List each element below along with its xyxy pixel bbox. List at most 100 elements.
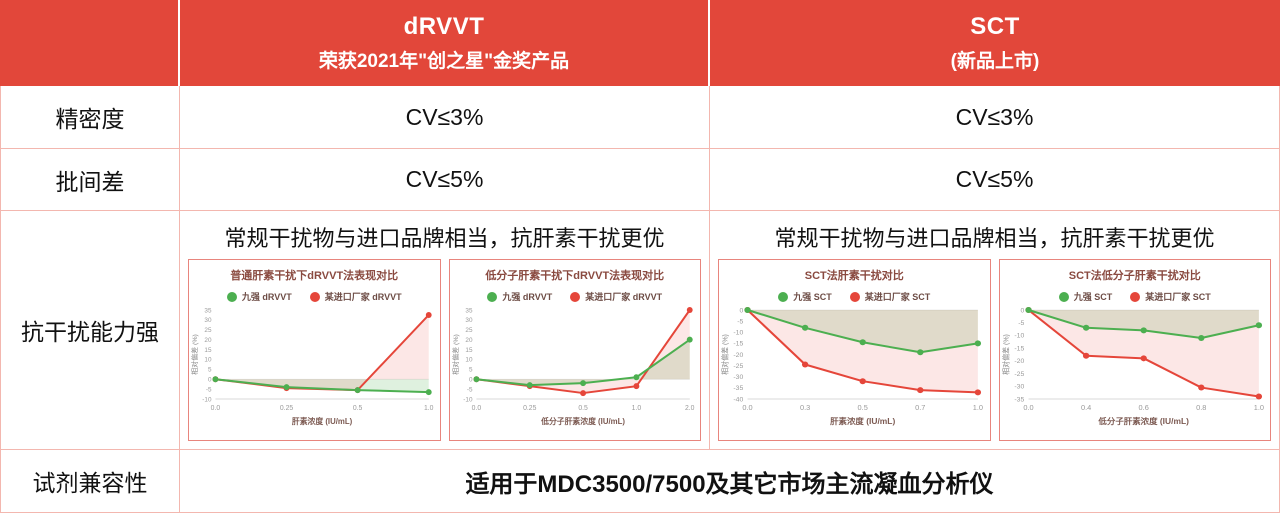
chart-legend: 九强 dRVVT 某进口厂家 dRVVT xyxy=(487,290,662,303)
svg-text:-10: -10 xyxy=(733,330,743,337)
svg-text:0: 0 xyxy=(1020,307,1024,314)
drvvt-charts: 普通肝素干扰下dRVVT法表现对比 九强 dRVVT 某进口厂家 dRVVT 35… xyxy=(188,259,701,441)
svg-text:30: 30 xyxy=(204,317,211,324)
svg-text:5: 5 xyxy=(208,367,212,374)
svg-text:20: 20 xyxy=(465,337,472,344)
drvvt-subtitle: 荣获2021年"创之星"金奖产品 xyxy=(318,51,570,72)
precision-drvvt-value: CV≤3% xyxy=(405,103,484,130)
legend-dot-icon xyxy=(849,291,860,302)
compatibility-value: 适用于MDC3500/7500及其它市场主流凝血分析仪 xyxy=(465,470,994,498)
header-corner-cell xyxy=(0,0,180,86)
svg-text:5: 5 xyxy=(468,367,472,374)
svg-text:2.0: 2.0 xyxy=(684,405,694,412)
svg-text:35: 35 xyxy=(465,307,472,314)
svg-text:25: 25 xyxy=(204,327,211,334)
svg-text:20: 20 xyxy=(204,337,211,344)
row-label-precision: 精密度 xyxy=(0,86,180,149)
chart-legend: 九强 SCT 某进口厂家 SCT xyxy=(1058,290,1211,303)
svg-text:-10: -10 xyxy=(1014,333,1024,340)
chart-canvas: 0 -5 -10 -15 -20 -25 -30 -35 -400.0 0.3 0.5 0.7 1.0 肝… xyxy=(720,307,983,426)
chart-title: SCT法肝素干扰对比 xyxy=(804,270,904,282)
svg-text:低分子肝素浓度 (IU/mL): 低分子肝素浓度 (IU/mL) xyxy=(540,416,625,426)
svg-text:-25: -25 xyxy=(733,363,743,370)
svg-text:-15: -15 xyxy=(733,341,743,348)
interference-sct-note: 常规干扰物与进口品牌相当，抗肝素干扰更优 xyxy=(774,226,1215,251)
legend-item: 某进口厂家 SCT xyxy=(849,290,930,303)
legend-item: 某进口厂家 dRVVT xyxy=(309,290,402,303)
svg-text:-10: -10 xyxy=(463,396,473,403)
svg-text:30: 30 xyxy=(465,317,472,324)
interference-label: 抗干扰能力强 xyxy=(21,319,159,345)
header-sct: SCT (新品上市) xyxy=(710,0,1280,86)
legend-item: 九强 SCT xyxy=(778,290,832,303)
svg-text:低分子肝素浓度 (IU/mL): 低分子肝素浓度 (IU/mL) xyxy=(1097,416,1189,426)
row-label-interference: 抗干扰能力强 xyxy=(0,211,180,450)
svg-text:-20: -20 xyxy=(1014,358,1024,365)
svg-text:0.25: 0.25 xyxy=(523,405,536,412)
svg-text:-10: -10 xyxy=(202,396,212,403)
chart-canvas: 35 30 25 20 15 10 5 0 -5 -10 0.0 0.25 0.5 1.0 2.0 低分子肝素… xyxy=(450,307,694,426)
sct-subtitle: (新品上市) xyxy=(950,51,1040,72)
batch-drvvt-cell: CV≤5% xyxy=(180,149,710,211)
legend-dot-icon xyxy=(778,291,789,302)
svg-text:-15: -15 xyxy=(1014,346,1024,353)
svg-text:相对偏差 (%): 相对偏差 (%) xyxy=(720,334,729,375)
svg-text:0.8: 0.8 xyxy=(1196,403,1206,412)
compatibility-value-cell: 适用于MDC3500/7500及其它市场主流凝血分析仪 xyxy=(180,450,1280,513)
svg-text:1.0: 1.0 xyxy=(631,405,641,412)
batch-sct-value: CV≤5% xyxy=(955,166,1034,192)
svg-text:0.6: 0.6 xyxy=(1138,403,1148,412)
svg-text:-20: -20 xyxy=(733,352,743,359)
chart-legend: 九强 SCT 某进口厂家 SCT xyxy=(778,290,930,303)
chart-drvvt-lmw-heparin: 低分子肝素干扰下dRVVT法表现对比 九强 dRVVT 某进口厂家 dRVVT 3… xyxy=(448,259,701,441)
svg-text:0.5: 0.5 xyxy=(578,405,588,412)
interference-drvvt-note: 常规干扰物与进口品牌相当，抗肝素干扰更优 xyxy=(224,226,665,251)
batch-drvvt-value: CV≤5% xyxy=(405,166,484,192)
chart-legend: 九强 dRVVT 某进口厂家 dRVVT xyxy=(226,290,402,303)
interference-drvvt-cell: 常规干扰物与进口品牌相当，抗肝素干扰更优 普通肝素干扰下dRVVT法表现对比 九… xyxy=(180,211,710,450)
legend-dot-icon xyxy=(226,291,237,302)
svg-text:-40: -40 xyxy=(733,396,743,403)
chart-sct-lmw-heparin: SCT法低分子肝素干扰对比 九强 SCT 某进口厂家 SCT 0 -5 -10 -15 -… xyxy=(998,259,1271,441)
drvvt-title: dRVVT xyxy=(403,13,485,40)
sct-charts: SCT法肝素干扰对比 九强 SCT 某进口厂家 SCT 0 -5 -10 -15 -20 -… xyxy=(718,259,1271,441)
precision-sct-cell: CV≤3% xyxy=(710,86,1280,149)
svg-text:0.5: 0.5 xyxy=(858,403,868,412)
svg-text:-5: -5 xyxy=(206,386,212,393)
svg-text:0.25: 0.25 xyxy=(280,405,293,412)
svg-text:0: 0 xyxy=(468,376,472,383)
row-label-batch: 批间差 xyxy=(0,149,180,211)
batch-label: 批间差 xyxy=(55,168,125,195)
svg-text:1.0: 1.0 xyxy=(973,403,983,412)
svg-text:肝素浓度 (IU/mL): 肝素浓度 (IU/mL) xyxy=(830,416,895,426)
chart-title: 低分子肝素干扰下dRVVT法表现对比 xyxy=(485,270,665,282)
svg-text:0.0: 0.0 xyxy=(211,405,221,412)
svg-text:15: 15 xyxy=(465,347,472,354)
svg-text:相对偏差 (%): 相对偏差 (%) xyxy=(190,334,199,375)
legend-dot-icon xyxy=(1130,291,1141,302)
legend-dot-icon xyxy=(570,291,581,302)
svg-text:-30: -30 xyxy=(1014,384,1024,391)
svg-text:25: 25 xyxy=(465,327,472,334)
svg-text:10: 10 xyxy=(465,357,472,364)
svg-text:10: 10 xyxy=(204,357,211,364)
legend-dot-icon xyxy=(309,291,320,302)
svg-text:-5: -5 xyxy=(1018,320,1024,327)
legend-dot-icon xyxy=(487,291,498,302)
svg-text:35: 35 xyxy=(204,307,211,314)
svg-text:-35: -35 xyxy=(733,385,743,392)
chart-canvas: 0 -5 -10 -15 -20 -25 -30 -350.0 0.4 0.6 0.8 1.0 低分子肝… xyxy=(1001,307,1264,426)
precision-drvvt-cell: CV≤3% xyxy=(180,86,710,149)
legend-item: 九强 SCT xyxy=(1058,290,1112,303)
svg-text:0: 0 xyxy=(208,376,212,383)
svg-text:0.0: 0.0 xyxy=(471,405,481,412)
chart-sct-heparin: SCT法肝素干扰对比 九强 SCT 某进口厂家 SCT 0 -5 -10 -15 -20 -… xyxy=(718,259,991,441)
svg-text:肝素浓度 (IU/mL): 肝素浓度 (IU/mL) xyxy=(292,416,353,426)
legend-dot-icon xyxy=(1058,291,1069,302)
legend-item: 某进口厂家 SCT xyxy=(1130,290,1211,303)
legend-item: 九强 dRVVT xyxy=(226,290,292,303)
row-label-compatibility: 试剂兼容性 xyxy=(0,450,180,513)
svg-text:0: 0 xyxy=(739,307,743,314)
svg-text:0.3: 0.3 xyxy=(800,403,810,412)
